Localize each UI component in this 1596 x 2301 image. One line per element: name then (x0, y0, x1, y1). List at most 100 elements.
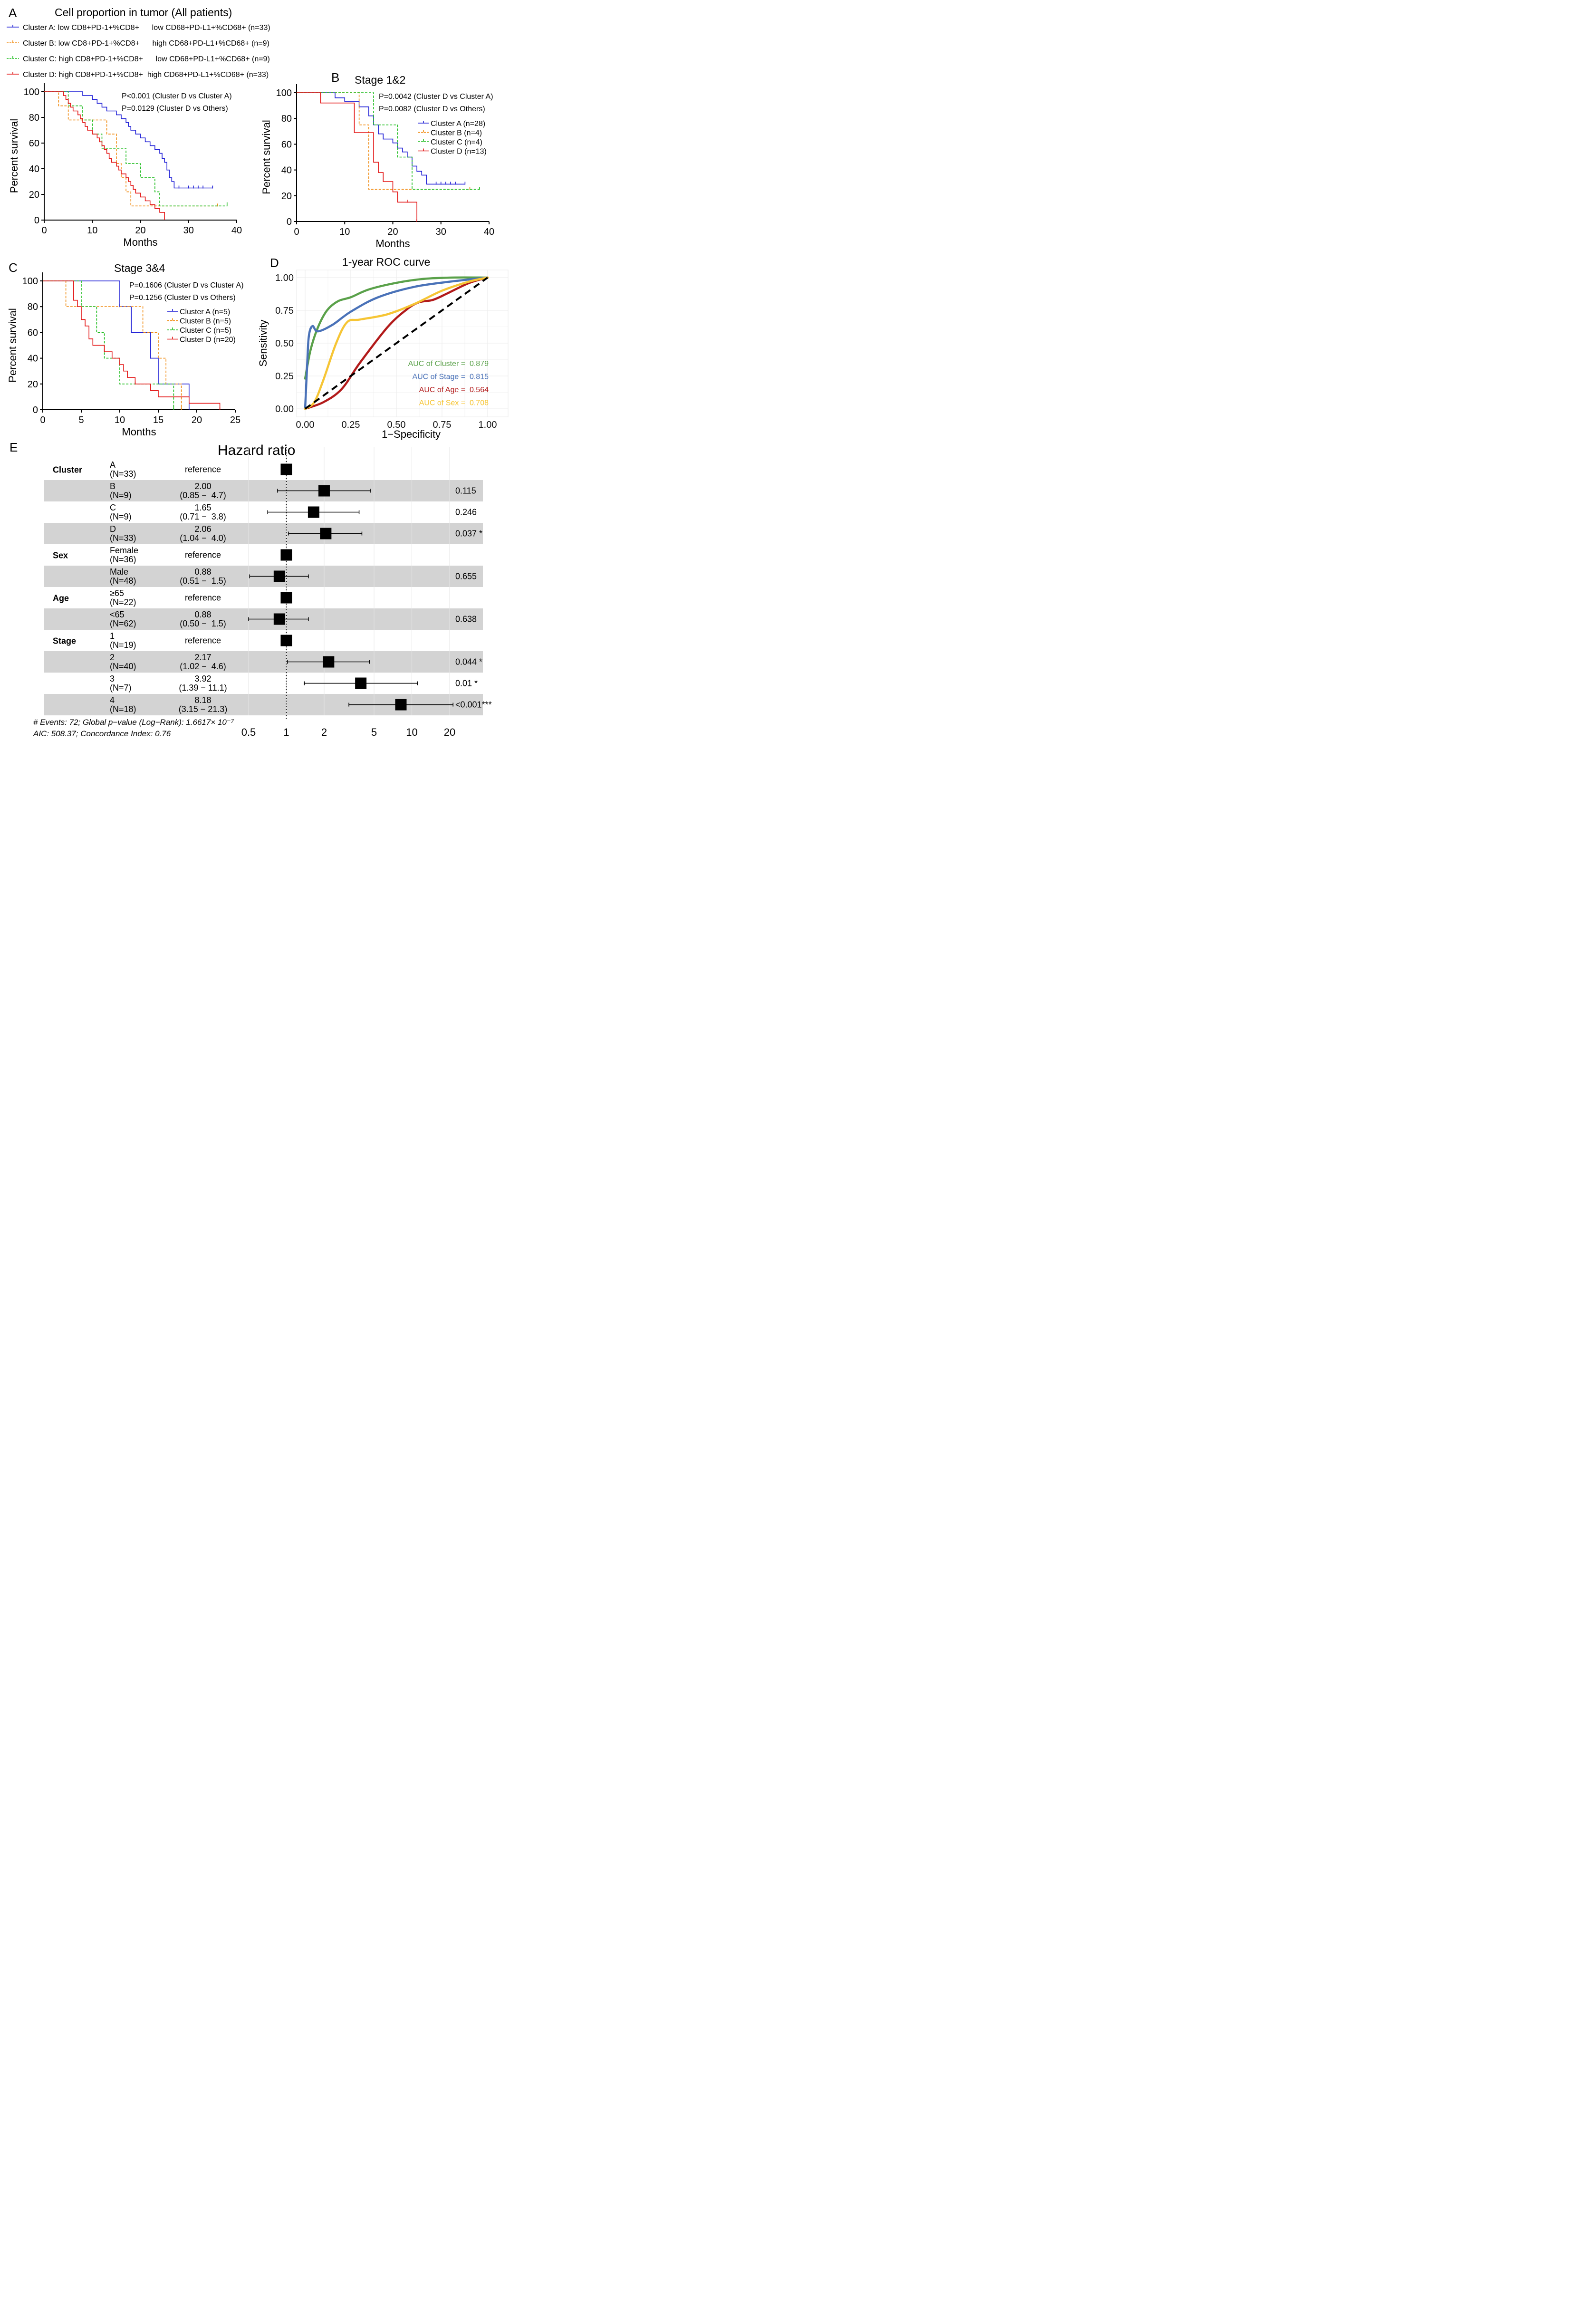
y-axis-label: Percent survival (7, 308, 19, 383)
p-value-annotation: P=0.0129 (Cluster D vs Others) (122, 105, 228, 113)
forest-hr-value: 3.92 (194, 674, 211, 684)
forest-hr-value: 2.00 (194, 481, 211, 491)
x-tick-label: 0 (41, 225, 47, 236)
survival-curve-cluster-a (44, 91, 213, 189)
forest-group-label: Age (53, 594, 69, 603)
forest-level-label: Female (110, 546, 138, 555)
legend-label-cluster-b: Cluster B (n=5) (180, 318, 231, 326)
x-tick-label: 30 (183, 225, 194, 236)
p-value-annotation: P=0.0042 (Cluster D vs Cluster A) (379, 93, 493, 101)
forest-ci-value: (0.50 − 1.5) (180, 619, 226, 628)
forest-x-tick-label: 5 (371, 726, 377, 738)
panel-d: D 1-year ROC curve 0.000.250.500.751.000… (257, 256, 509, 440)
panel-c-plot: 0 20 40 60 80 100 0 5 10 15 20 25 Months Percent surv… (7, 272, 244, 438)
forest-hr-value: reference (185, 593, 221, 603)
x-axis-label: Months (122, 426, 156, 438)
forest-footnote-1: # Events: 72; Global p−value (Log−Rank):… (33, 718, 234, 727)
forest-x-tick-label: 10 (406, 726, 417, 738)
roc-x-tick-label: 0.50 (387, 420, 406, 430)
y-tick-label: 20 (29, 190, 39, 200)
forest-ci-value: (1.02 − 4.6) (180, 662, 226, 671)
roc-y-tick-label: 0.25 (275, 371, 294, 382)
panel-letter-d: D (270, 256, 279, 270)
y-tick-label: 60 (29, 138, 39, 149)
legend-label-cluster-c: Cluster C (n=4) (431, 138, 482, 146)
panel-b-title: Stage 1&2 (355, 74, 405, 86)
forest-hr-value: 0.88 (194, 610, 211, 619)
forest-p-value: 0.01 * (455, 679, 478, 688)
forest-point-estimate (320, 528, 332, 539)
forest-ci-value: (1.04 − 4.0) (180, 533, 226, 543)
forest-row-shade (44, 651, 483, 673)
roc-x-tick-label: 0.00 (296, 420, 315, 430)
forest-point-estimate (273, 570, 285, 582)
y-tick-label: 0 (287, 217, 292, 227)
roc-y-tick-label: 1.00 (275, 273, 294, 283)
forest-x-tick-label: 1 (283, 726, 289, 738)
roc-reference-line (304, 277, 489, 410)
forest-n-label: (N=19) (110, 640, 136, 650)
forest-n-label: (N=62) (110, 619, 136, 628)
roc-auc-label-cluster: AUC of Cluster = 0.879 (408, 360, 489, 368)
forest-hr-value: 0.88 (194, 567, 211, 577)
forest-hr-value: reference (185, 465, 221, 474)
roc-y-axis-label: Sensitivity (257, 319, 269, 366)
roc-curve-stage (304, 276, 489, 410)
forest-n-label: (N=33) (110, 533, 136, 543)
y-tick-label: 100 (276, 88, 292, 98)
x-tick-label: 10 (115, 415, 125, 425)
x-tick-label: 0 (294, 227, 299, 237)
forest-ci-value: (0.51 − 1.5) (180, 576, 226, 586)
x-tick-label: 20 (387, 227, 398, 237)
y-tick-label: 40 (29, 164, 39, 174)
roc-x-axis-label: 1−Specificity (382, 428, 441, 440)
forest-point-estimate (273, 613, 285, 625)
legend-label-cluster-d: Cluster D: high CD8+PD-1+%CD8+ high CD68… (23, 71, 269, 79)
panel-a-plot: 0 20 40 60 80 100 0 10 20 30 40 Months Percent survi… (8, 83, 242, 248)
forest-p-value: 0.655 (455, 572, 477, 581)
forest-n-label: (N=22) (110, 597, 136, 607)
forest-n-label: (N=33) (110, 469, 136, 479)
forest-group-label: Cluster (53, 465, 82, 475)
forest-level-label: 2 (110, 653, 115, 662)
x-tick-label: 10 (87, 225, 97, 236)
x-tick-label: 40 (484, 227, 494, 237)
x-tick-label: 30 (436, 227, 446, 237)
forest-n-label: (N=48) (110, 576, 136, 586)
forest-p-value: 0.246 (455, 508, 477, 517)
y-tick-label: 100 (22, 276, 38, 287)
survival-curve-cluster-c (44, 91, 228, 207)
panel-c-title: Stage 3&4 (114, 262, 165, 274)
forest-level-label: 3 (110, 674, 115, 684)
y-tick-label: 0 (34, 215, 39, 226)
roc-curve-age (304, 276, 489, 410)
forest-n-label: (N=7) (110, 683, 132, 693)
y-tick-label: 60 (281, 139, 292, 150)
y-tick-label: 80 (29, 113, 39, 123)
legend-label-cluster-c: Cluster C: high CD8+PD-1+%CD8+ low CD68+… (23, 55, 270, 63)
forest-ci-value: (3.15 − 21.3) (179, 704, 228, 714)
legend-label-cluster-b: Cluster B: low CD8+PD-1+%CD8+ high CD68+… (23, 39, 269, 48)
forest-level-label: Male (110, 567, 128, 577)
legend-label-cluster-d: Cluster D (n=20) (180, 336, 236, 344)
legend-label-cluster-d: Cluster D (n=13) (431, 148, 487, 156)
forest-row-shade (44, 480, 483, 501)
forest-x-tick-label: 2 (321, 726, 327, 738)
survival-curve-cluster-d (44, 91, 165, 220)
roc-curve-sex (304, 276, 489, 410)
x-tick-label: 0 (40, 415, 45, 425)
forest-x-tick-label: 0.5 (241, 726, 256, 738)
forest-point-estimate (355, 677, 367, 689)
panel-letter-c: C (9, 260, 18, 275)
panel-a-title: Cell proportion in tumor (All patients) (55, 6, 232, 19)
forest-p-value: 0.638 (455, 615, 477, 624)
forest-n-label: (N=40) (110, 662, 136, 671)
forest-point-estimate (395, 699, 407, 711)
forest-hr-value: 2.17 (194, 653, 211, 662)
panel-letter-b: B (331, 70, 339, 85)
roc-x-tick-label: 0.75 (433, 420, 452, 430)
legend-label-cluster-a: Cluster A: low CD8+PD-1+%CD8+ low CD68+P… (23, 24, 270, 32)
survival-curve-cluster-d (297, 92, 417, 221)
